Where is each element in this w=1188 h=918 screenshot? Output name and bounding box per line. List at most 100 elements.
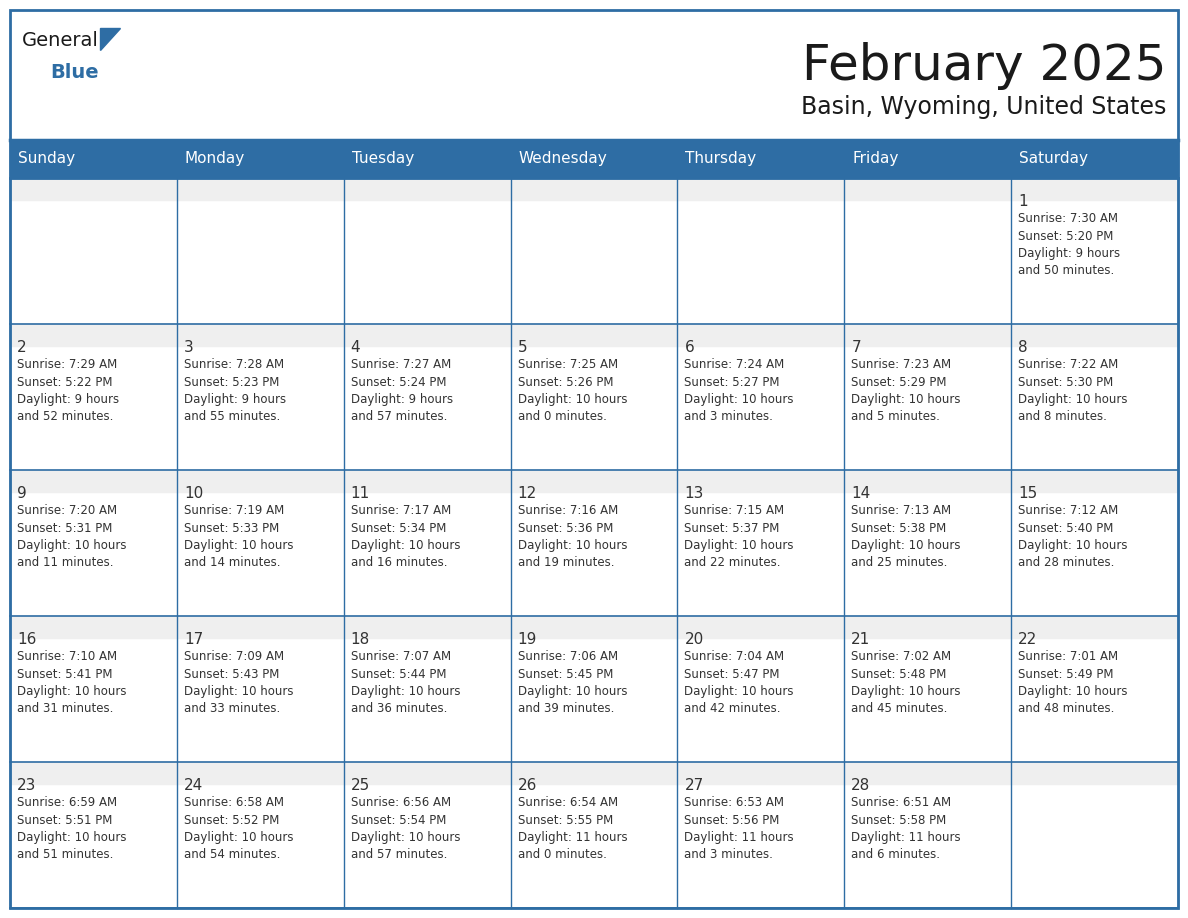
Text: Daylight: 10 hours: Daylight: 10 hours [852,685,961,698]
Bar [10,470,1178,492]
Text: Sunset: 5:56 PM: Sunset: 5:56 PM [684,813,779,826]
Text: 19: 19 [518,632,537,647]
Text: Sunrise: 7:23 AM: Sunrise: 7:23 AM [852,358,952,371]
Text: Sunset: 5:49 PM: Sunset: 5:49 PM [1018,667,1113,680]
Text: Friday: Friday [852,151,898,166]
Text: Daylight: 10 hours: Daylight: 10 hours [684,685,794,698]
Text: and 54 minutes.: and 54 minutes. [184,848,280,861]
Text: and 3 minutes.: and 3 minutes. [684,848,773,861]
Text: Sunset: 5:30 PM: Sunset: 5:30 PM [1018,375,1113,388]
Polygon shape [100,28,120,50]
Bar [10,324,1178,346]
Text: 20: 20 [684,632,703,647]
Bar [10,616,1178,638]
Text: and 14 minutes.: and 14 minutes. [184,556,280,569]
Text: Sunrise: 7:13 AM: Sunrise: 7:13 AM [852,504,952,517]
Text: 27: 27 [684,778,703,793]
Text: 17: 17 [184,632,203,647]
Text: Sunrise: 6:56 AM: Sunrise: 6:56 AM [350,796,450,809]
Text: Sunset: 5:20 PM: Sunset: 5:20 PM [1018,230,1113,242]
Text: Sunrise: 7:04 AM: Sunrise: 7:04 AM [684,650,784,663]
Text: 10: 10 [184,486,203,501]
Bar [10,762,1178,908]
Text: and 3 minutes.: and 3 minutes. [684,410,773,423]
Text: 3: 3 [184,340,194,355]
Text: Sunset: 5:48 PM: Sunset: 5:48 PM [852,667,947,680]
Text: Daylight: 10 hours: Daylight: 10 hours [1018,685,1127,698]
Text: Sunrise: 7:22 AM: Sunrise: 7:22 AM [1018,358,1118,371]
Text: Sunset: 5:55 PM: Sunset: 5:55 PM [518,813,613,826]
Text: Sunset: 5:26 PM: Sunset: 5:26 PM [518,375,613,388]
Text: Sunrise: 7:12 AM: Sunrise: 7:12 AM [1018,504,1118,517]
Text: and 39 minutes.: and 39 minutes. [518,702,614,715]
Bar [10,762,1178,784]
Text: Daylight: 10 hours: Daylight: 10 hours [1018,393,1127,406]
Text: Sunset: 5:33 PM: Sunset: 5:33 PM [184,521,279,534]
Text: 11: 11 [350,486,369,501]
Text: Sunrise: 6:53 AM: Sunrise: 6:53 AM [684,796,784,809]
Text: 18: 18 [350,632,369,647]
Text: 24: 24 [184,778,203,793]
Text: Monday: Monday [185,151,245,166]
Text: Sunrise: 7:25 AM: Sunrise: 7:25 AM [518,358,618,371]
Text: 5: 5 [518,340,527,355]
Text: and 50 minutes.: and 50 minutes. [1018,264,1114,277]
Text: Daylight: 10 hours: Daylight: 10 hours [17,831,126,844]
Text: 15: 15 [1018,486,1037,501]
Text: Daylight: 10 hours: Daylight: 10 hours [518,393,627,406]
Text: General: General [23,31,99,50]
Text: 8: 8 [1018,340,1028,355]
Text: Sunrise: 7:02 AM: Sunrise: 7:02 AM [852,650,952,663]
Text: Sunrise: 7:07 AM: Sunrise: 7:07 AM [350,650,450,663]
Text: and 22 minutes.: and 22 minutes. [684,556,781,569]
Text: and 45 minutes.: and 45 minutes. [852,702,948,715]
Text: 2: 2 [17,340,26,355]
Text: Sunday: Sunday [18,151,75,166]
Text: Thursday: Thursday [685,151,757,166]
Text: and 57 minutes.: and 57 minutes. [350,410,447,423]
Text: Sunset: 5:38 PM: Sunset: 5:38 PM [852,521,947,534]
Text: Tuesday: Tuesday [352,151,413,166]
Text: and 0 minutes.: and 0 minutes. [518,410,606,423]
Text: Daylight: 11 hours: Daylight: 11 hours [518,831,627,844]
Text: Sunset: 5:40 PM: Sunset: 5:40 PM [1018,521,1113,534]
Text: and 16 minutes.: and 16 minutes. [350,556,447,569]
Text: and 8 minutes.: and 8 minutes. [1018,410,1107,423]
Text: Sunset: 5:45 PM: Sunset: 5:45 PM [518,667,613,680]
Text: Sunset: 5:36 PM: Sunset: 5:36 PM [518,521,613,534]
Text: and 25 minutes.: and 25 minutes. [852,556,948,569]
Text: Sunset: 5:24 PM: Sunset: 5:24 PM [350,375,447,388]
Text: 28: 28 [852,778,871,793]
Text: 25: 25 [350,778,369,793]
Text: Sunrise: 7:15 AM: Sunrise: 7:15 AM [684,504,784,517]
Text: Sunrise: 7:19 AM: Sunrise: 7:19 AM [184,504,284,517]
Text: Sunrise: 7:17 AM: Sunrise: 7:17 AM [350,504,451,517]
Text: and 11 minutes.: and 11 minutes. [17,556,114,569]
Text: and 48 minutes.: and 48 minutes. [1018,702,1114,715]
Text: Daylight: 10 hours: Daylight: 10 hours [350,831,460,844]
Text: Sunset: 5:44 PM: Sunset: 5:44 PM [350,667,447,680]
Bar [10,178,1178,200]
Text: and 6 minutes.: and 6 minutes. [852,848,940,861]
Text: Daylight: 10 hours: Daylight: 10 hours [350,539,460,552]
Text: Sunrise: 6:58 AM: Sunrise: 6:58 AM [184,796,284,809]
Text: and 5 minutes.: and 5 minutes. [852,410,940,423]
Text: Blue: Blue [50,63,99,82]
Text: Sunrise: 7:29 AM: Sunrise: 7:29 AM [17,358,118,371]
Text: Wednesday: Wednesday [519,151,607,166]
Text: Sunset: 5:52 PM: Sunset: 5:52 PM [184,813,279,826]
Text: Sunrise: 7:01 AM: Sunrise: 7:01 AM [1018,650,1118,663]
Text: Sunset: 5:37 PM: Sunset: 5:37 PM [684,521,779,534]
Bar [10,470,1178,616]
Text: and 28 minutes.: and 28 minutes. [1018,556,1114,569]
Text: Sunset: 5:29 PM: Sunset: 5:29 PM [852,375,947,388]
Text: 1: 1 [1018,194,1028,209]
Text: Daylight: 10 hours: Daylight: 10 hours [17,685,126,698]
Text: Sunset: 5:22 PM: Sunset: 5:22 PM [17,375,113,388]
Text: Sunrise: 7:06 AM: Sunrise: 7:06 AM [518,650,618,663]
Text: 23: 23 [17,778,37,793]
Bar [10,324,1178,470]
Text: Sunrise: 6:54 AM: Sunrise: 6:54 AM [518,796,618,809]
Text: Daylight: 10 hours: Daylight: 10 hours [684,393,794,406]
Text: Sunrise: 7:28 AM: Sunrise: 7:28 AM [184,358,284,371]
